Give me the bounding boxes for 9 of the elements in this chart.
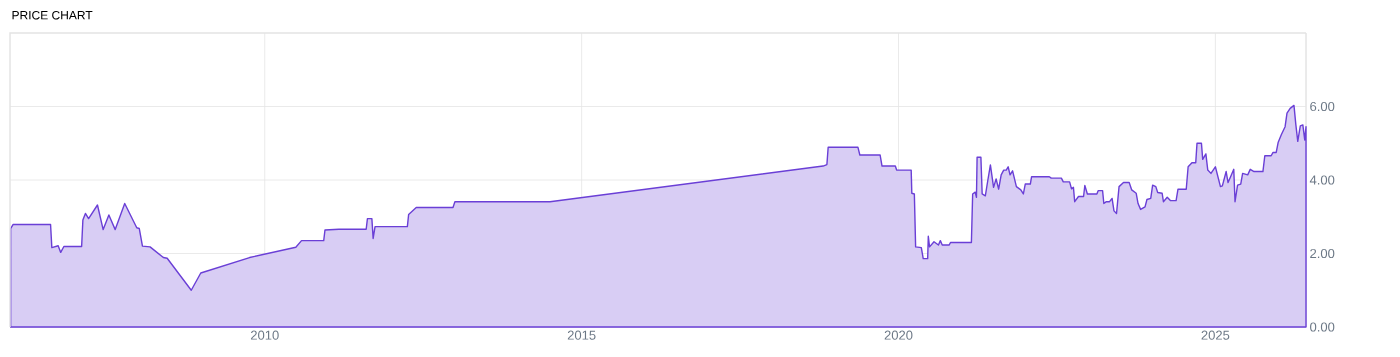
x-tick-label: 2025 — [1201, 330, 1230, 340]
y-tick-label: 0.00 — [1310, 322, 1335, 332]
y-tick-label: 4.00 — [1309, 175, 1335, 185]
y-tick-label: 6.00 — [1310, 101, 1335, 112]
y-tick-label: 2.00 — [1310, 248, 1335, 259]
chart-title: PRICE CHART — [12, 10, 93, 20]
x-tick-label: 2010 — [250, 330, 279, 340]
x-tick-label: 2015 — [567, 330, 596, 340]
x-tick-label: 2020 — [884, 330, 913, 340]
